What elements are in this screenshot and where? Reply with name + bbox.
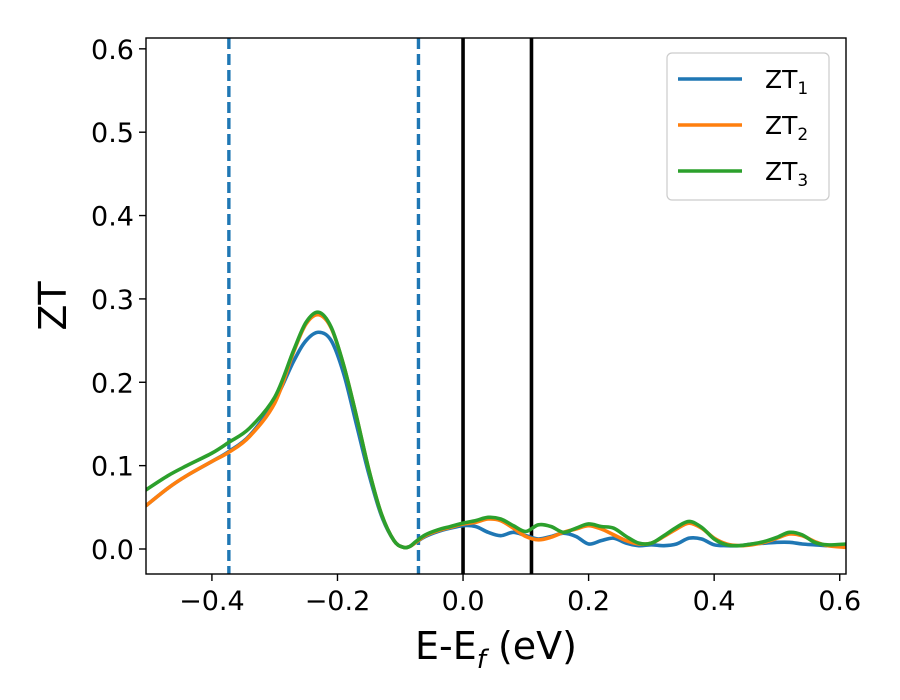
x-tick-label: 0.2 <box>567 586 610 617</box>
x-axis-title-unit: (eV) <box>486 624 577 668</box>
y-tick-label: 0.5 <box>91 118 134 149</box>
legend-label-zt1: ZT1 <box>765 65 808 99</box>
x-tick-label: 0.4 <box>693 586 736 617</box>
x-axis-title-main: E-E <box>415 624 477 668</box>
y-tick-label: 0.4 <box>91 202 134 233</box>
x-axis-ticks: −0.4 −0.2 0.0 0.2 0.4 0.6 <box>179 574 861 617</box>
legend-label-zt3: ZT3 <box>765 157 808 191</box>
x-tick-label: −0.4 <box>179 586 245 617</box>
legend-entries: ZT1 ZT2 ZT3 <box>678 65 808 191</box>
y-axis-title: ZT <box>31 281 75 331</box>
legend-box <box>666 52 830 201</box>
series-line-zt3 <box>146 310 846 550</box>
x-axis-title: E-Ef (eV) <box>415 624 577 675</box>
y-tick-label: 0.0 <box>91 535 134 566</box>
x-tick-label: −0.2 <box>305 586 371 617</box>
plot-frame <box>145 37 847 575</box>
y-tick-label: 0.6 <box>91 35 134 66</box>
reference-lines <box>227 38 534 574</box>
legend-label-zt2: ZT2 <box>765 111 808 145</box>
y-tick-label: 0.3 <box>91 285 134 316</box>
legend: ZT1 ZT2 ZT3 <box>666 52 830 201</box>
series-line-zt2 <box>146 312 846 550</box>
series-lines <box>146 310 846 550</box>
y-tick-label: 0.2 <box>91 368 134 399</box>
x-tick-label: 0.0 <box>442 586 485 617</box>
y-axis-ticks: 0.0 0.1 0.2 0.3 0.4 0.5 0.6 <box>91 35 146 566</box>
x-tick-label: 0.6 <box>818 586 861 617</box>
y-tick-label: 0.1 <box>91 452 134 483</box>
series-line-zt1 <box>146 330 846 550</box>
